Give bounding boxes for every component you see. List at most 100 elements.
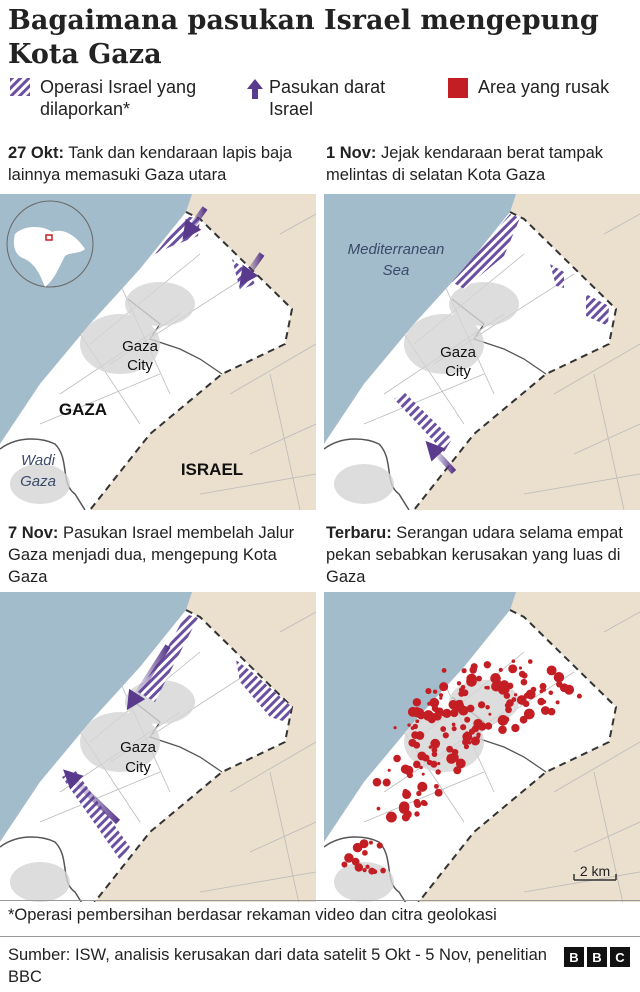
damage-area [359,839,369,849]
damage-area [559,683,569,693]
caption-date: 7 Nov: [8,524,59,542]
label-mediterranean-sea: Sea [383,262,410,279]
hatch-icon [10,78,30,96]
damage-area [439,696,443,700]
damage-area [542,699,547,704]
map-panel-27-okt: Gaza City GAZA ISRAEL Wadi Gaza [0,194,316,510]
damage-area [365,864,370,869]
damage-area [539,682,547,690]
ground-forces-arrow [182,206,208,240]
damage-area [380,867,386,874]
red-square-icon [448,78,468,98]
damage-area [368,867,376,875]
scale-label: 2 km [580,863,610,879]
operation-area [394,392,452,452]
damage-area [421,772,425,776]
operation-area [62,770,130,860]
damage-area [412,723,419,730]
label-israel: ISRAEL [181,460,243,479]
damage-area [416,713,420,717]
damage-area [344,853,354,863]
damage-area [521,672,528,679]
damage-area [548,690,554,696]
damage-area [555,700,560,705]
damage-area [400,764,411,774]
map-panel-latest: 2 km [324,592,640,902]
caption-text: Jejak kendaraan berat tampak melintas di… [326,144,603,184]
ground-forces-arrow [425,440,457,475]
damage-area [413,741,421,749]
logo-letter: C [610,947,630,967]
ground-forces-arrow [63,769,121,825]
damage-area [426,759,433,766]
damage-area [441,668,447,673]
damage-area [498,667,503,672]
label-gaza-city: Gaza [440,344,477,361]
panel-caption-3: 7 Nov: Pasukan Israel membelah Jalur Gaz… [8,522,308,588]
damage-area [519,698,527,705]
label-gaza-city: Gaza [120,739,157,756]
damage-area [470,736,480,746]
arrow-up-icon [247,79,263,99]
damage-area [414,800,422,808]
operation-area [452,214,520,289]
divider [0,900,640,901]
damage-area [477,701,486,709]
damage-area [485,685,490,690]
logo-letter: B [564,947,584,967]
label-gaza-city: City [125,759,151,776]
damage-area [476,675,482,682]
base-map [0,592,316,902]
damage-area [382,778,391,787]
damage-area [450,708,459,718]
damage-area [407,723,411,727]
location-marker [45,234,53,241]
damage-area [508,664,518,674]
damage-area [440,726,447,732]
damage-area [520,678,528,686]
label-gaza-city: City [445,363,471,380]
damage-area [505,706,512,714]
caption-text: Pasukan Israel membelah Jalur Gaza menja… [8,524,295,586]
damage-area [553,672,565,683]
damage-area [464,716,471,723]
map-panel-7-nov: Gaza City [0,592,316,902]
damage-area [468,728,476,735]
damage-area [434,783,439,789]
damage-area [362,849,368,856]
ground-forces-arrow [239,252,265,286]
damage-area [376,806,381,811]
legend-label: Pasukan darat Israel [269,77,386,119]
label-gaza-city: Gaza [122,338,159,355]
panel-caption-4: Terbaru: Serangan udara selama empat pek… [326,522,626,588]
caption-text: Tank dan kendaraan lapis baja lainnya me… [8,144,293,184]
damage-area [461,668,467,674]
damage-area [362,868,367,873]
damage-area [470,663,478,671]
panel-caption-1: 27 Okt: Tank dan kendaraan lapis baja la… [8,142,318,186]
damage-area [498,685,508,695]
operation-area [138,614,198,702]
damage-area [414,811,420,817]
damage-area [530,686,537,693]
damage-area [435,769,441,775]
damage-area [522,718,528,723]
damage-area [464,731,470,736]
damage-area [540,706,550,715]
damage-area [413,760,421,769]
damage-area [527,659,533,664]
damage-area [506,699,514,707]
damage-area [546,665,557,676]
footnote: *Operasi pembersihan berdasar rekaman vi… [8,906,497,924]
legend-label: Operasi Israel yang dilaporkan* [40,77,197,119]
operation-area [236,660,292,722]
damage-area [442,732,449,739]
damage-area [417,781,428,792]
damage-area [376,842,383,849]
globe-inset [6,200,94,288]
damage-area [428,712,437,721]
damage-area [485,704,490,710]
damage-area [466,673,477,685]
damage-area [393,754,401,763]
damage-area [440,710,447,717]
